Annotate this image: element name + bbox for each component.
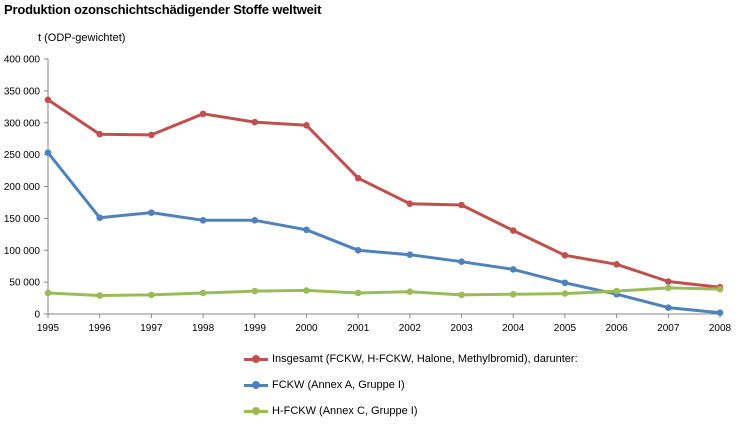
x-tick-label: 2004 [502,323,525,334]
data-point [665,284,672,292]
legend-swatch [244,380,268,390]
data-point [509,227,517,234]
data-point [199,289,207,297]
data-point [561,290,569,297]
y-tick-label: 350 000 [4,86,41,97]
data-point [199,216,207,224]
data-point [148,131,155,139]
data-point [303,122,310,129]
data-point [716,309,724,317]
x-tick-label: 2001 [347,323,370,334]
data-point [613,260,620,268]
data-point [406,251,414,259]
legend-item: FCKW (Annex A, Gruppe I) [244,378,578,392]
legend-swatch [244,406,268,416]
x-tick-label: 2005 [554,323,577,334]
data-point [354,246,362,254]
data-point [96,292,103,299]
data-point [665,278,672,285]
data-point [44,149,52,157]
data-point [303,226,310,234]
data-point [354,174,362,182]
x-tick-label: 1998 [192,323,215,334]
y-tick-label: 0 [34,310,40,321]
data-point [716,285,724,293]
x-tick-label: 2003 [450,323,473,334]
y-tick-label: 150 000 [4,214,41,225]
data-point [665,304,672,311]
x-tick-label: 2008 [709,323,732,334]
data-point [96,130,103,138]
legend: Insgesamt (FCKW, H-FCKW, Halone, Methylb… [244,352,578,430]
series-line [46,151,721,315]
y-tick-label: 50 000 [9,278,40,289]
legend-label: H-FCKW (Annex C, Gruppe I) [272,405,418,417]
data-point [303,287,310,294]
data-point [251,118,259,126]
data-point [458,291,465,299]
data-point [44,96,52,104]
legend-swatch [244,354,268,364]
data-point [148,291,155,299]
legend-label: FCKW (Annex A, Gruppe I) [272,379,405,391]
data-point [561,279,569,287]
data-point [251,287,259,295]
series-3 [44,284,724,299]
x-tick-label: 2000 [295,323,318,334]
data-point [148,209,155,216]
legend-item: Insgesamt (FCKW, H-FCKW, Halone, Methylb… [244,352,578,366]
x-tick-label: 1997 [140,323,163,334]
series-group [44,96,724,317]
data-point [458,258,465,266]
y-tick-label: 200 000 [4,182,41,193]
series-1 [44,96,724,291]
x-tick-label: 2007 [657,323,680,334]
data-point [199,110,207,118]
data-point [354,289,362,297]
data-point [406,288,414,295]
axes: 0 50 000 100 000 150 000 200 000 250 000 300 0… [4,55,732,335]
x-tick-label: 2006 [605,323,628,334]
data-point [251,216,259,224]
chart-title: Produktion ozonschichtschädigender Stoff… [4,2,322,17]
y-tick-label: 300 000 [4,118,41,129]
x-tick-label: 1999 [244,323,267,334]
y-axis-label: t (ODP-gewichtet) [38,32,126,44]
data-point [458,201,465,209]
x-tick-label: 1996 [89,323,112,334]
data-point [561,252,569,259]
x-tick-label: 1995 [37,323,60,334]
y-tick-label: 400 000 [4,55,41,66]
y-tick-label: 250 000 [4,150,41,161]
data-point [613,287,620,295]
series-line [47,98,721,289]
y-tick-label: 100 000 [4,246,41,257]
data-point [509,266,517,273]
legend-label: Insgesamt (FCKW, H-FCKW, Halone, Methylb… [272,353,578,365]
legend-item: H-FCKW (Annex C, Gruppe I) [244,404,578,418]
x-tick-label: 2002 [399,323,422,334]
data-point [96,214,103,222]
data-point [406,200,414,208]
series-line [47,286,721,297]
data-point [509,290,517,298]
data-point [44,289,52,297]
